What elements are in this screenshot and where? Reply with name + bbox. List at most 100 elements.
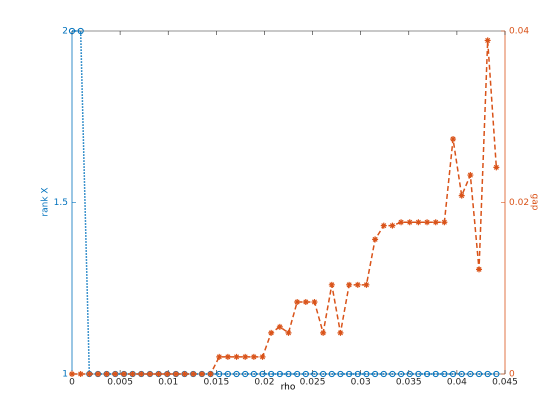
point-marker: [346, 370, 353, 378]
point-marker: [233, 370, 240, 378]
x-tick-label: 0.04: [447, 378, 467, 388]
point-marker: [172, 371, 179, 377]
point-marker: [216, 370, 223, 378]
point-marker: [397, 370, 405, 378]
point-marker: [198, 371, 205, 377]
point-marker: [190, 371, 197, 377]
point-marker: [328, 370, 335, 378]
point-marker: [346, 281, 353, 288]
point-marker: [380, 370, 387, 378]
point-marker: [224, 370, 231, 378]
point-marker: [424, 219, 431, 226]
point-marker: [467, 370, 474, 378]
point-marker: [363, 281, 370, 288]
point-marker: [320, 329, 327, 336]
point-marker: [476, 266, 483, 273]
point-marker: [129, 371, 136, 377]
point-marker: [207, 371, 214, 377]
point-marker: [216, 353, 223, 360]
y-tick-label: 2: [62, 27, 68, 37]
point-marker: [250, 370, 257, 378]
point-marker: [475, 370, 483, 378]
point-marker: [432, 219, 439, 226]
point-marker: [268, 370, 275, 378]
point-marker: [294, 370, 301, 378]
point-marker: [112, 371, 119, 377]
point-marker: [250, 353, 257, 360]
point-marker: [458, 370, 465, 378]
point-marker: [337, 329, 344, 336]
point-marker: [276, 370, 283, 378]
point-marker: [467, 172, 474, 179]
point-marker: [441, 219, 448, 226]
series-line: [72, 30, 497, 375]
x-tick-label: 0.025: [300, 378, 326, 388]
point-marker: [406, 219, 413, 226]
point-marker: [242, 353, 249, 360]
point-marker: [146, 371, 153, 377]
point-marker: [268, 329, 275, 336]
point-marker: [164, 371, 171, 377]
point-marker: [69, 371, 75, 377]
point-marker: [311, 298, 318, 305]
point-marker: [398, 219, 405, 226]
point-marker: [328, 281, 335, 288]
y-tick-label: 1.5: [54, 198, 68, 208]
point-marker: [363, 370, 370, 378]
point-marker: [285, 329, 292, 336]
x-tick-label: 0.005: [107, 378, 133, 388]
x-tick-label: 0.01: [158, 378, 178, 388]
point-marker: [372, 370, 379, 378]
y-tick-label: 1: [62, 370, 68, 380]
point-marker: [138, 371, 145, 377]
x-tick-label: 0: [69, 378, 75, 388]
point-marker: [484, 370, 491, 378]
point-marker: [406, 370, 413, 378]
point-marker: [94, 371, 101, 377]
point-marker: [242, 370, 249, 378]
point-marker: [294, 298, 301, 305]
point-marker: [68, 27, 76, 35]
x-axis-label: rho: [281, 383, 296, 393]
point-marker: [458, 192, 465, 199]
point-marker: [77, 27, 84, 35]
point-marker: [86, 371, 93, 377]
point-marker: [181, 371, 188, 377]
point-marker: [389, 222, 396, 229]
point-marker: [441, 370, 448, 378]
x-tick-label: 0.045: [492, 378, 518, 388]
point-marker: [155, 371, 162, 377]
series-line: [72, 40, 498, 375]
point-marker: [302, 370, 309, 378]
point-marker: [415, 370, 422, 378]
point-marker: [233, 353, 240, 360]
point-marker: [276, 323, 283, 330]
point-marker: [311, 370, 318, 378]
point-marker: [354, 281, 361, 288]
y2-tick-label: 0.02: [509, 198, 529, 208]
point-marker: [259, 353, 266, 360]
x-tick-label: 0.015: [203, 378, 229, 388]
point-marker: [415, 219, 422, 226]
y2-tick-label: 0: [509, 370, 515, 380]
y-axis-label: rank X: [41, 187, 51, 216]
x-tick-label: 0.035: [396, 378, 422, 388]
point-marker: [285, 370, 292, 378]
point-marker: [449, 370, 457, 378]
point-marker: [493, 370, 500, 378]
point-marker: [320, 370, 327, 378]
point-marker: [259, 370, 266, 378]
point-marker: [432, 370, 439, 378]
point-marker: [389, 370, 396, 378]
point-marker: [224, 353, 231, 360]
y2-axis-label: gap: [530, 194, 540, 211]
point-marker: [484, 37, 491, 44]
y2-tick-label: 0.04: [509, 27, 529, 37]
point-marker: [354, 370, 361, 378]
point-marker: [450, 136, 457, 143]
point-marker: [302, 298, 309, 305]
x-tick-label: 0.02: [254, 378, 274, 388]
point-marker: [423, 370, 431, 378]
